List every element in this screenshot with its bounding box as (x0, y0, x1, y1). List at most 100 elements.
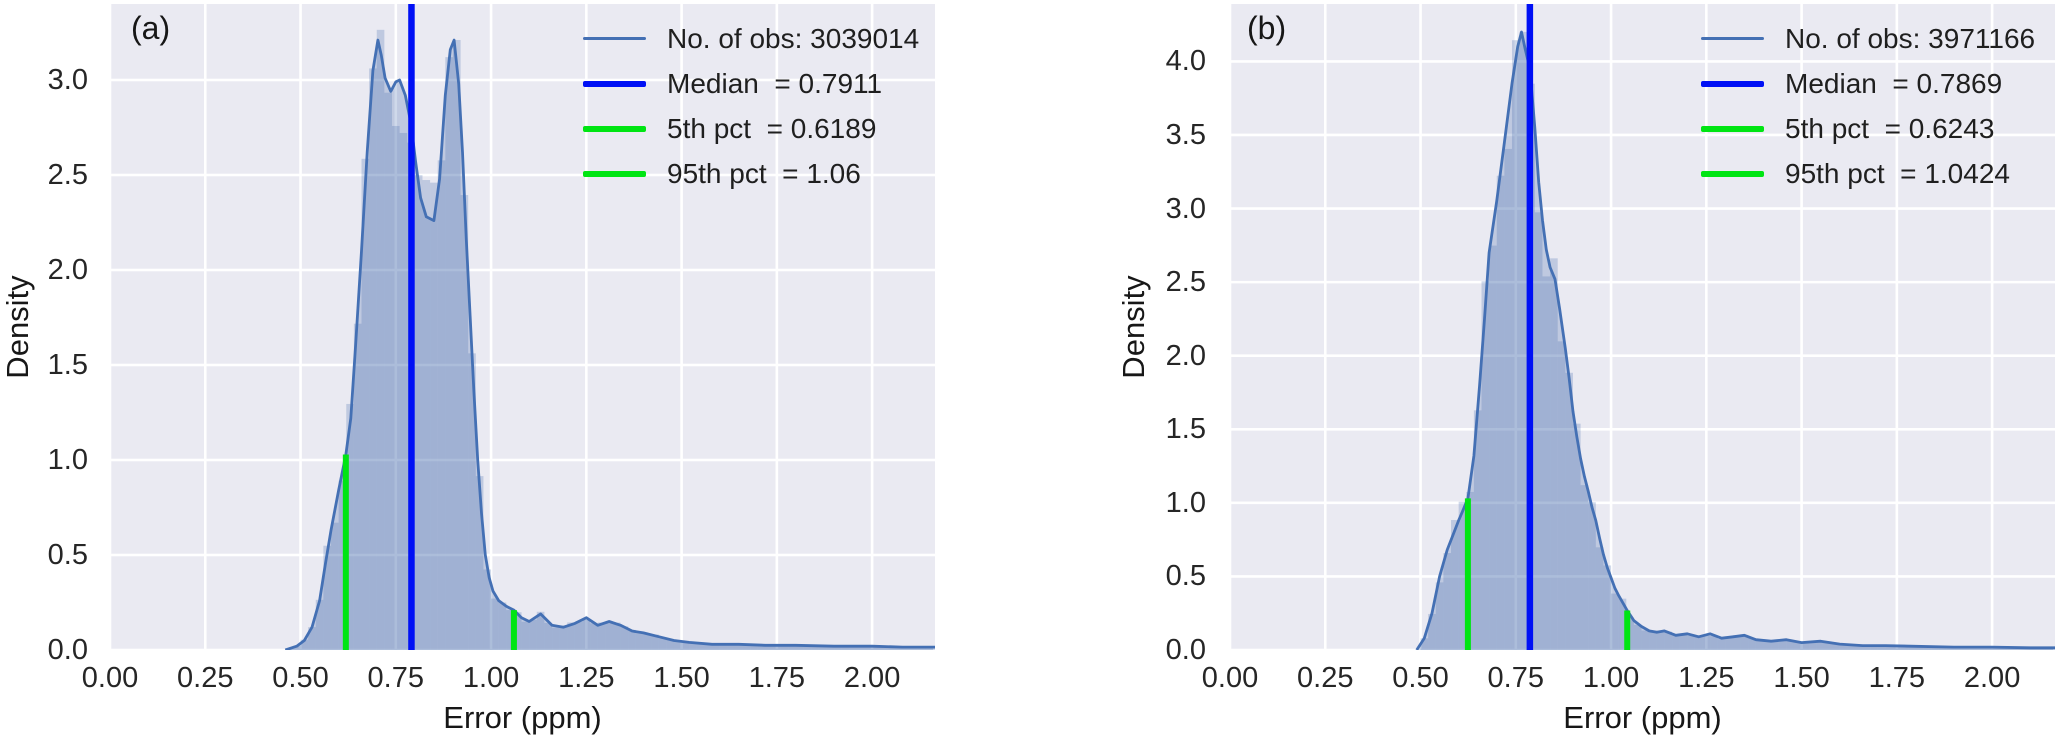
histogram-bar (879, 646, 888, 650)
histogram-bar (376, 29, 385, 650)
legend-line-swatch (583, 125, 646, 132)
histogram-bar (1572, 423, 1581, 650)
histogram-bar (780, 644, 789, 650)
legend-line-swatch (1701, 125, 1764, 132)
histogram-bar (1908, 646, 1916, 650)
y-tick-label: 1.5 (47, 349, 88, 381)
histogram-bar (673, 640, 682, 650)
legend-item-label: Median = 0.7869 (1785, 67, 2003, 99)
kde-curve (1415, 30, 2055, 650)
x-tick-label: 1.75 (748, 662, 806, 694)
legend-item: No. of obs: 3971166 (1701, 16, 2035, 61)
y-tick-label: 2.0 (47, 254, 88, 286)
histogram-bar (529, 619, 537, 650)
histogram-bar (1870, 645, 1878, 650)
x-tick-label: 2.00 (843, 662, 901, 694)
histogram-bar (925, 647, 934, 650)
kde-area-fill (1416, 32, 2055, 650)
histogram-bar (590, 623, 598, 650)
legend-item-label: No. of obs: 3039014 (667, 22, 920, 54)
legend-line-swatch (1701, 37, 1764, 40)
histogram-bar (1717, 639, 1726, 650)
histogram-bar (1900, 645, 1909, 650)
histogram-bar (773, 645, 781, 650)
histogram-bar (1496, 175, 1505, 650)
histogram-bar (689, 643, 697, 650)
legend-item-label: No. of obs: 3971166 (1785, 22, 2036, 54)
histogram-bar (1580, 485, 1589, 650)
x-tick-label: 2.00 (1963, 662, 2021, 694)
gridlines (110, 4, 935, 650)
histogram-bar (422, 180, 431, 650)
histogram-bar (498, 602, 507, 650)
histogram-bars (285, 29, 934, 650)
histogram-bar (582, 619, 591, 650)
histogram-bar (1809, 641, 1817, 650)
y-tick-label: 1.5 (1165, 413, 1206, 446)
histogram-bar (613, 622, 621, 650)
histogram-bar (1481, 281, 1490, 650)
histogram-bar (430, 182, 438, 650)
histogram-bar (331, 522, 339, 650)
histogram-bar (1938, 647, 1947, 650)
x-tick-label: 1.00 (1582, 662, 1640, 694)
histogram-bar (1588, 502, 1596, 650)
histogram-bar (1656, 630, 1665, 650)
histogram-bar (1565, 372, 1573, 650)
histogram-bar (902, 647, 911, 650)
legend-item-label: 5th pct = 0.6189 (667, 112, 877, 144)
histogram-bar (651, 634, 659, 650)
histogram-bar (361, 158, 370, 650)
histogram-bar (1816, 641, 1825, 650)
x-tick-label: 0.00 (81, 662, 139, 694)
legend: No. of obs: 3039014 Median = 0.7911 5th pc… (583, 16, 919, 196)
histogram-bar (818, 645, 827, 650)
histogram-bar (536, 611, 545, 650)
histogram-bar (727, 643, 735, 650)
y-tick-label: 1.0 (47, 444, 88, 476)
legend-item-label: 95th pct = 1.0424 (1785, 157, 2010, 189)
histogram-bar (338, 480, 347, 650)
histogram-bar (308, 627, 316, 650)
histogram-bar (1702, 635, 1711, 650)
legend-line-swatch (583, 37, 646, 40)
histogram-bar (1786, 640, 1794, 650)
histogram-bar (1793, 641, 1802, 650)
y-tick-label: 0.5 (47, 539, 88, 571)
legend-line-swatch (1701, 170, 1764, 177)
legend-item-label: 95th pct = 1.06 (667, 157, 861, 189)
histogram-bar (1550, 258, 1558, 650)
legend-item: Median = 0.7869 (1701, 61, 2035, 106)
x-tick-label: 1.50 (1773, 662, 1830, 694)
y-tick-label: 2.5 (1165, 266, 1206, 299)
x-tick-label: 0.25 (177, 662, 234, 694)
histogram-bar (1778, 639, 1787, 650)
histogram-bar (1854, 645, 1863, 650)
histogram-bar (445, 57, 453, 650)
histogram-bar (872, 646, 880, 650)
histogram-bar (300, 639, 309, 650)
histogram-bar (795, 645, 804, 650)
x-tick-label: 1.50 (653, 662, 710, 694)
x-tick-label: 1.25 (1678, 662, 1735, 694)
histogram-bar (597, 622, 606, 650)
histogram-bar (353, 323, 362, 650)
histogram-bar (841, 646, 850, 650)
x-tick-label: 0.75 (1487, 662, 1544, 694)
histogram-bar (1649, 630, 1657, 650)
y-tick-label: 0.0 (1165, 634, 1206, 666)
kde-area-fill (285, 40, 935, 650)
histogram-bar (1893, 645, 1901, 650)
histogram-bar (544, 622, 553, 650)
histogram-bar (1748, 638, 1756, 650)
histogram-bar (1687, 635, 1695, 650)
x-tick-label: 0.50 (1392, 662, 1449, 694)
histogram-bar (1801, 642, 1810, 650)
gridlines (1230, 4, 2055, 650)
legend-item-label: Median = 0.7911 (667, 67, 883, 99)
histogram-bar (681, 641, 690, 650)
histogram-bar (742, 644, 751, 650)
x-tick-label: 0.50 (272, 662, 329, 694)
histogram-bar (1664, 631, 1673, 650)
